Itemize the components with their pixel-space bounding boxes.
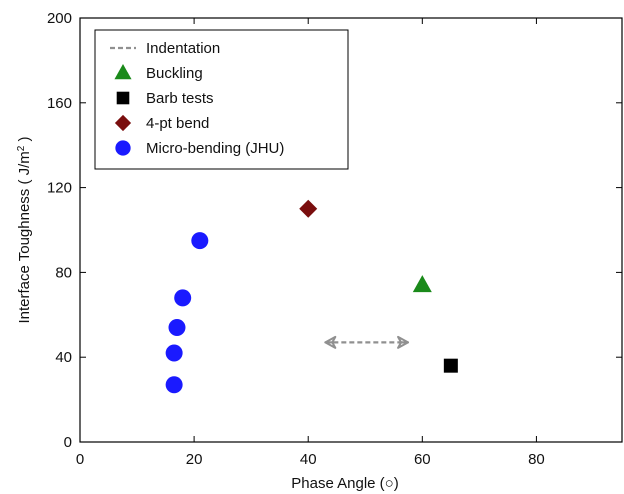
x-tick-label: 0 xyxy=(76,451,84,468)
indentation-marker xyxy=(324,335,410,349)
y-axis-title: Interface Toughness ( J/m2 ) xyxy=(16,136,34,323)
legend-swatch xyxy=(115,140,131,156)
legend-item-buckling: Buckling xyxy=(114,64,203,82)
legend-label: Micro-bending (JHU) xyxy=(146,140,284,157)
data-marks xyxy=(165,199,458,394)
legend-item-micro-bending-jhu: Micro-bending (JHU) xyxy=(115,140,284,157)
legend-swatch xyxy=(114,114,132,132)
legend-label: 4-pt bend xyxy=(146,115,209,132)
y-axis-ticks: 0 40 80 120 160 200 xyxy=(47,10,622,451)
barb-tests-point xyxy=(443,358,458,373)
micro-bending-jhu-point xyxy=(174,289,192,307)
y-tick-label: 120 xyxy=(47,180,72,197)
y-tick-label: 80 xyxy=(55,264,72,281)
micro-bending-jhu-point xyxy=(165,344,183,362)
legend-item-4-pt-bend: 4-pt bend xyxy=(114,114,209,132)
legend-label: Barb tests xyxy=(146,90,214,107)
4-pt-bend-point xyxy=(299,199,318,218)
indentation-arrow-left-head-lower xyxy=(324,341,337,349)
legend-box xyxy=(94,29,349,170)
legend-item-barb-tests: Barb tests xyxy=(116,90,214,107)
legend-swatch xyxy=(114,64,132,80)
legend: Indentation Buckling Barb tests 4-pt bend Mi… xyxy=(94,29,349,170)
micro-bending-jhu-point xyxy=(165,376,183,394)
x-axis-ticks: 0 20 40 60 80 xyxy=(76,18,545,468)
indentation-arrow-right-head-lower xyxy=(397,341,410,349)
legend-label: Indentation xyxy=(146,40,220,57)
y-tick-label: 200 xyxy=(47,10,72,27)
legend-swatch xyxy=(116,91,130,105)
y-tick-label: 40 xyxy=(55,349,72,366)
y-tick-label: 160 xyxy=(47,95,72,112)
micro-bending-jhu-point xyxy=(168,319,186,337)
y-axis-title-superscript: 2 xyxy=(16,145,27,151)
legend-item-indentation: Indentation xyxy=(110,40,220,57)
x-tick-label: 60 xyxy=(414,451,431,468)
x-tick-label: 20 xyxy=(186,451,203,468)
y-tick-label: 0 xyxy=(64,434,72,451)
x-axis-title: Phase Angle (○) xyxy=(291,475,398,492)
buckling-point xyxy=(412,275,432,293)
micro-bending-jhu-point xyxy=(191,232,209,250)
y-axis-title-end: ) xyxy=(16,136,33,145)
y-axis-title-main: Interface Toughness ( J/m xyxy=(16,151,33,323)
x-tick-label: 80 xyxy=(528,451,545,468)
legend-label: Buckling xyxy=(146,65,203,82)
x-tick-label: 40 xyxy=(300,451,317,468)
